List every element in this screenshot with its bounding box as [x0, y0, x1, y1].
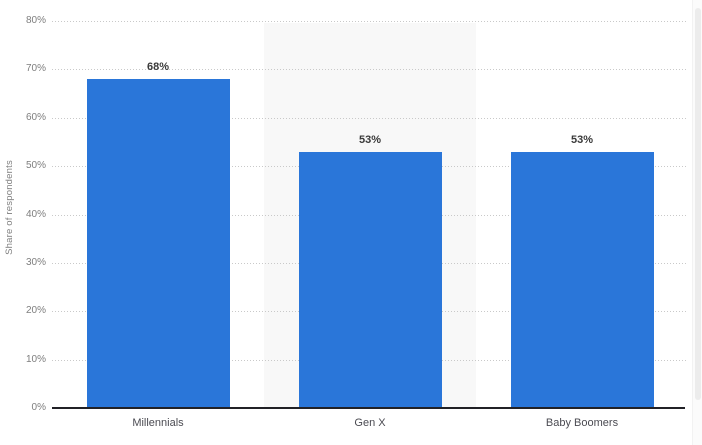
bar-group-baby-boomers: 53%	[476, 21, 688, 408]
y-gridline	[52, 118, 688, 119]
bar-value-label: 53%	[570, 133, 594, 146]
y-gridline	[52, 69, 688, 70]
y-tick-label: 80%	[25, 15, 46, 26]
scrollbar-track	[692, 0, 702, 445]
scrollbar-thumb[interactable]	[695, 8, 701, 400]
bar-millennials[interactable]	[86, 79, 230, 408]
y-tick-label: 20%	[25, 305, 46, 316]
y-tick-label: 70%	[25, 63, 46, 74]
y-tick-label: 50%	[25, 160, 46, 171]
bar-baby-boomers[interactable]	[510, 151, 654, 408]
bar-value-label: 68%	[146, 61, 170, 74]
bar-group-millennials: 68%	[52, 21, 264, 408]
bar-gen-x[interactable]	[298, 151, 442, 408]
x-axis-label-gen-x: Gen X	[354, 417, 386, 429]
y-tick-label: 40%	[25, 209, 46, 220]
y-tick-label: 0%	[31, 402, 46, 413]
y-tick-label: 60%	[25, 112, 46, 123]
y-gridline	[52, 21, 688, 22]
x-axis-label-baby-boomers: Baby Boomers	[545, 417, 619, 429]
bar-value-label: 53%	[358, 133, 382, 146]
plot-area: 68% 53% 53%	[52, 21, 688, 409]
y-tick-label: 30%	[25, 257, 46, 268]
y-tick-label: 10%	[25, 354, 46, 365]
x-axis-label-millennials: Millennials	[132, 417, 184, 429]
bar-group-gen-x: 53%	[264, 21, 476, 408]
x-axis-baseline	[52, 407, 685, 409]
